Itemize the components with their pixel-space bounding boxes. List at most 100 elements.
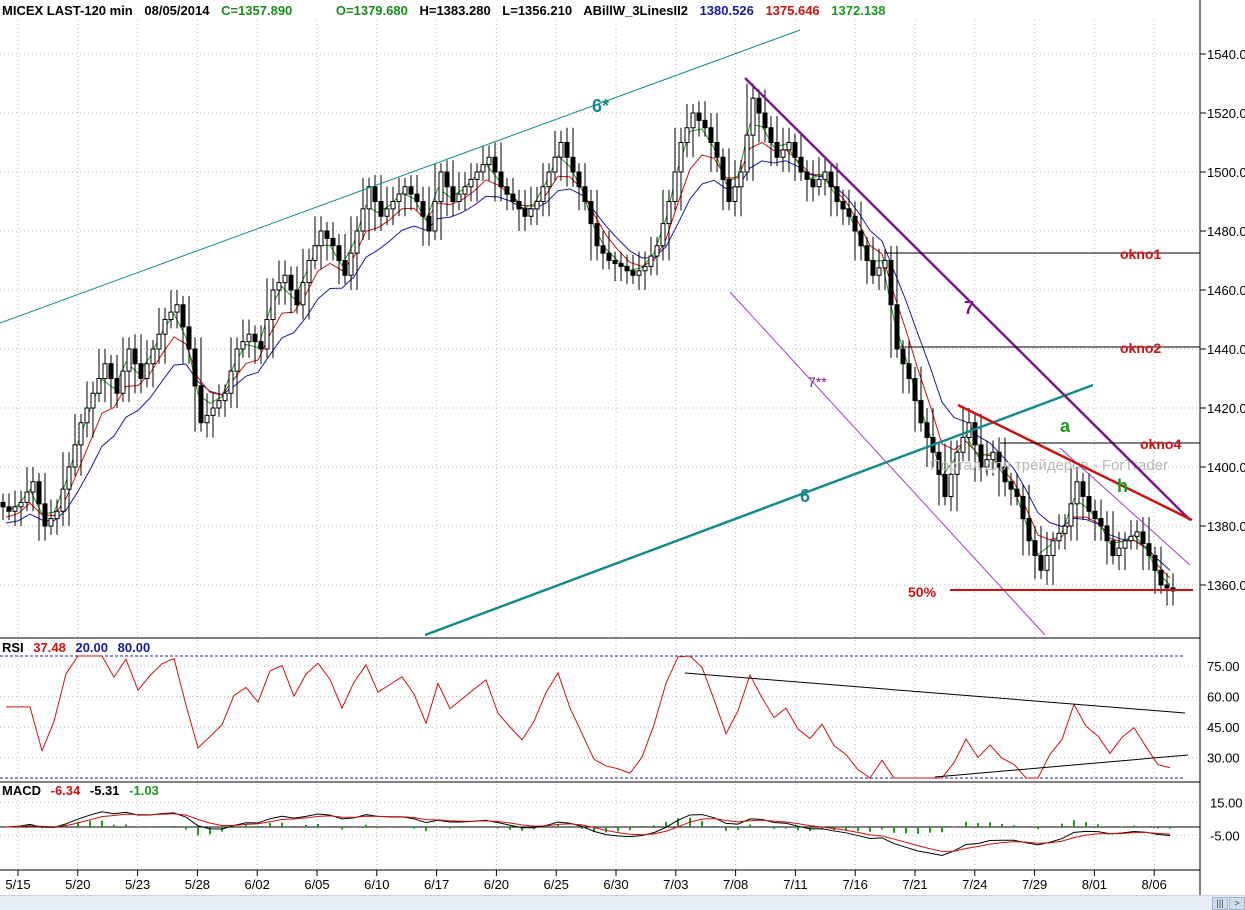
candle [174,304,180,313]
candle [216,400,222,409]
candle [576,171,582,188]
candle [564,142,570,158]
rsi-header: RSI 37.48 20.00 80.00 [2,640,156,655]
candle [600,245,606,254]
date-label: 7/24 [962,877,987,892]
macd-value: -6.34 [50,783,81,798]
price-tick-label: 1520.00 [1207,106,1245,121]
label-okno4: okno4 [1140,436,1181,452]
candle [342,260,348,276]
candle [222,392,228,402]
candle [516,201,522,210]
date-label: 5/15 [5,877,30,892]
horizontal-scrollbar[interactable]: ||| > [0,895,1245,910]
candle [846,208,852,217]
candle [90,392,96,409]
candle [180,304,186,328]
candle [1050,540,1056,556]
candle [762,112,768,129]
candle [372,186,378,202]
candle [1080,481,1086,497]
candle [816,178,822,188]
ma-red-line [5,141,1171,579]
candle [768,127,774,143]
candle [300,282,306,306]
candle [1116,547,1122,556]
candles [0,83,1176,606]
candle [48,518,54,527]
rsi-pane [6,655,1171,779]
trendline-6-star[interactable] [0,29,801,324]
chart-header: MICEX LAST-120 min 08/05/2014 C=1357.890… [2,3,894,18]
candle [588,201,594,225]
date-label: 7/21 [902,877,927,892]
date-label: 5/20 [65,877,90,892]
candle [996,451,1002,468]
candle [426,215,432,232]
candle [498,171,504,188]
candle [462,186,468,195]
trendline-h[interactable] [957,403,1193,522]
scroll-right-button[interactable]: > [1229,897,1245,910]
candle [186,326,192,350]
candle [66,466,72,490]
candle [546,171,552,188]
candle [126,348,132,372]
candle [294,289,300,306]
indicator-name: ABillW_3LinesII2 [583,3,688,18]
macd-signal: -5.31 [89,783,120,798]
rsi-trendline-lower[interactable] [934,754,1189,778]
candle [924,422,930,438]
grid [0,20,1200,870]
candle [660,223,666,247]
candle [1068,503,1074,527]
ma-red-value: 1375.646 [765,3,820,18]
candle [414,193,420,202]
trendline-7[interactable] [744,77,1191,521]
candle [24,491,30,503]
candle [984,459,990,468]
candle [870,260,876,276]
candle [324,230,330,239]
candle [6,506,12,512]
candle [942,473,948,497]
candle [312,245,318,261]
candle [624,265,630,272]
label-6: 6 [800,486,810,506]
rsi-tick-label: 45.00 [1207,720,1240,735]
candle [702,119,708,129]
candle [1134,531,1140,537]
candle [192,348,198,387]
candle [450,186,456,202]
candle [990,451,996,461]
scroll-thumb[interactable]: ||| [1212,897,1228,910]
candle [108,363,114,379]
candle [726,178,732,202]
candle [330,237,336,247]
trendline-6[interactable] [424,383,1094,637]
ma-green-line [5,123,1171,586]
candle [282,274,288,284]
candle [684,127,690,143]
rsi-trendline-upper[interactable] [684,672,1186,714]
rsi-value: 37.48 [33,640,66,655]
price-tick-label: 1440.00 [1207,342,1245,357]
candle [240,341,246,350]
candle [378,201,384,217]
candle [72,444,78,468]
candle [972,422,978,446]
channel-7ss-upper[interactable] [1059,447,1191,566]
candle [120,370,126,394]
candle [648,255,654,267]
candle [1110,540,1116,556]
candle [750,97,756,136]
candle [60,488,66,512]
candle [1044,555,1050,571]
candle [696,112,702,121]
candle [78,422,84,446]
candle [54,510,60,520]
channel-7ss-lower[interactable] [729,291,1046,636]
candle [510,193,516,202]
candle [792,142,798,158]
